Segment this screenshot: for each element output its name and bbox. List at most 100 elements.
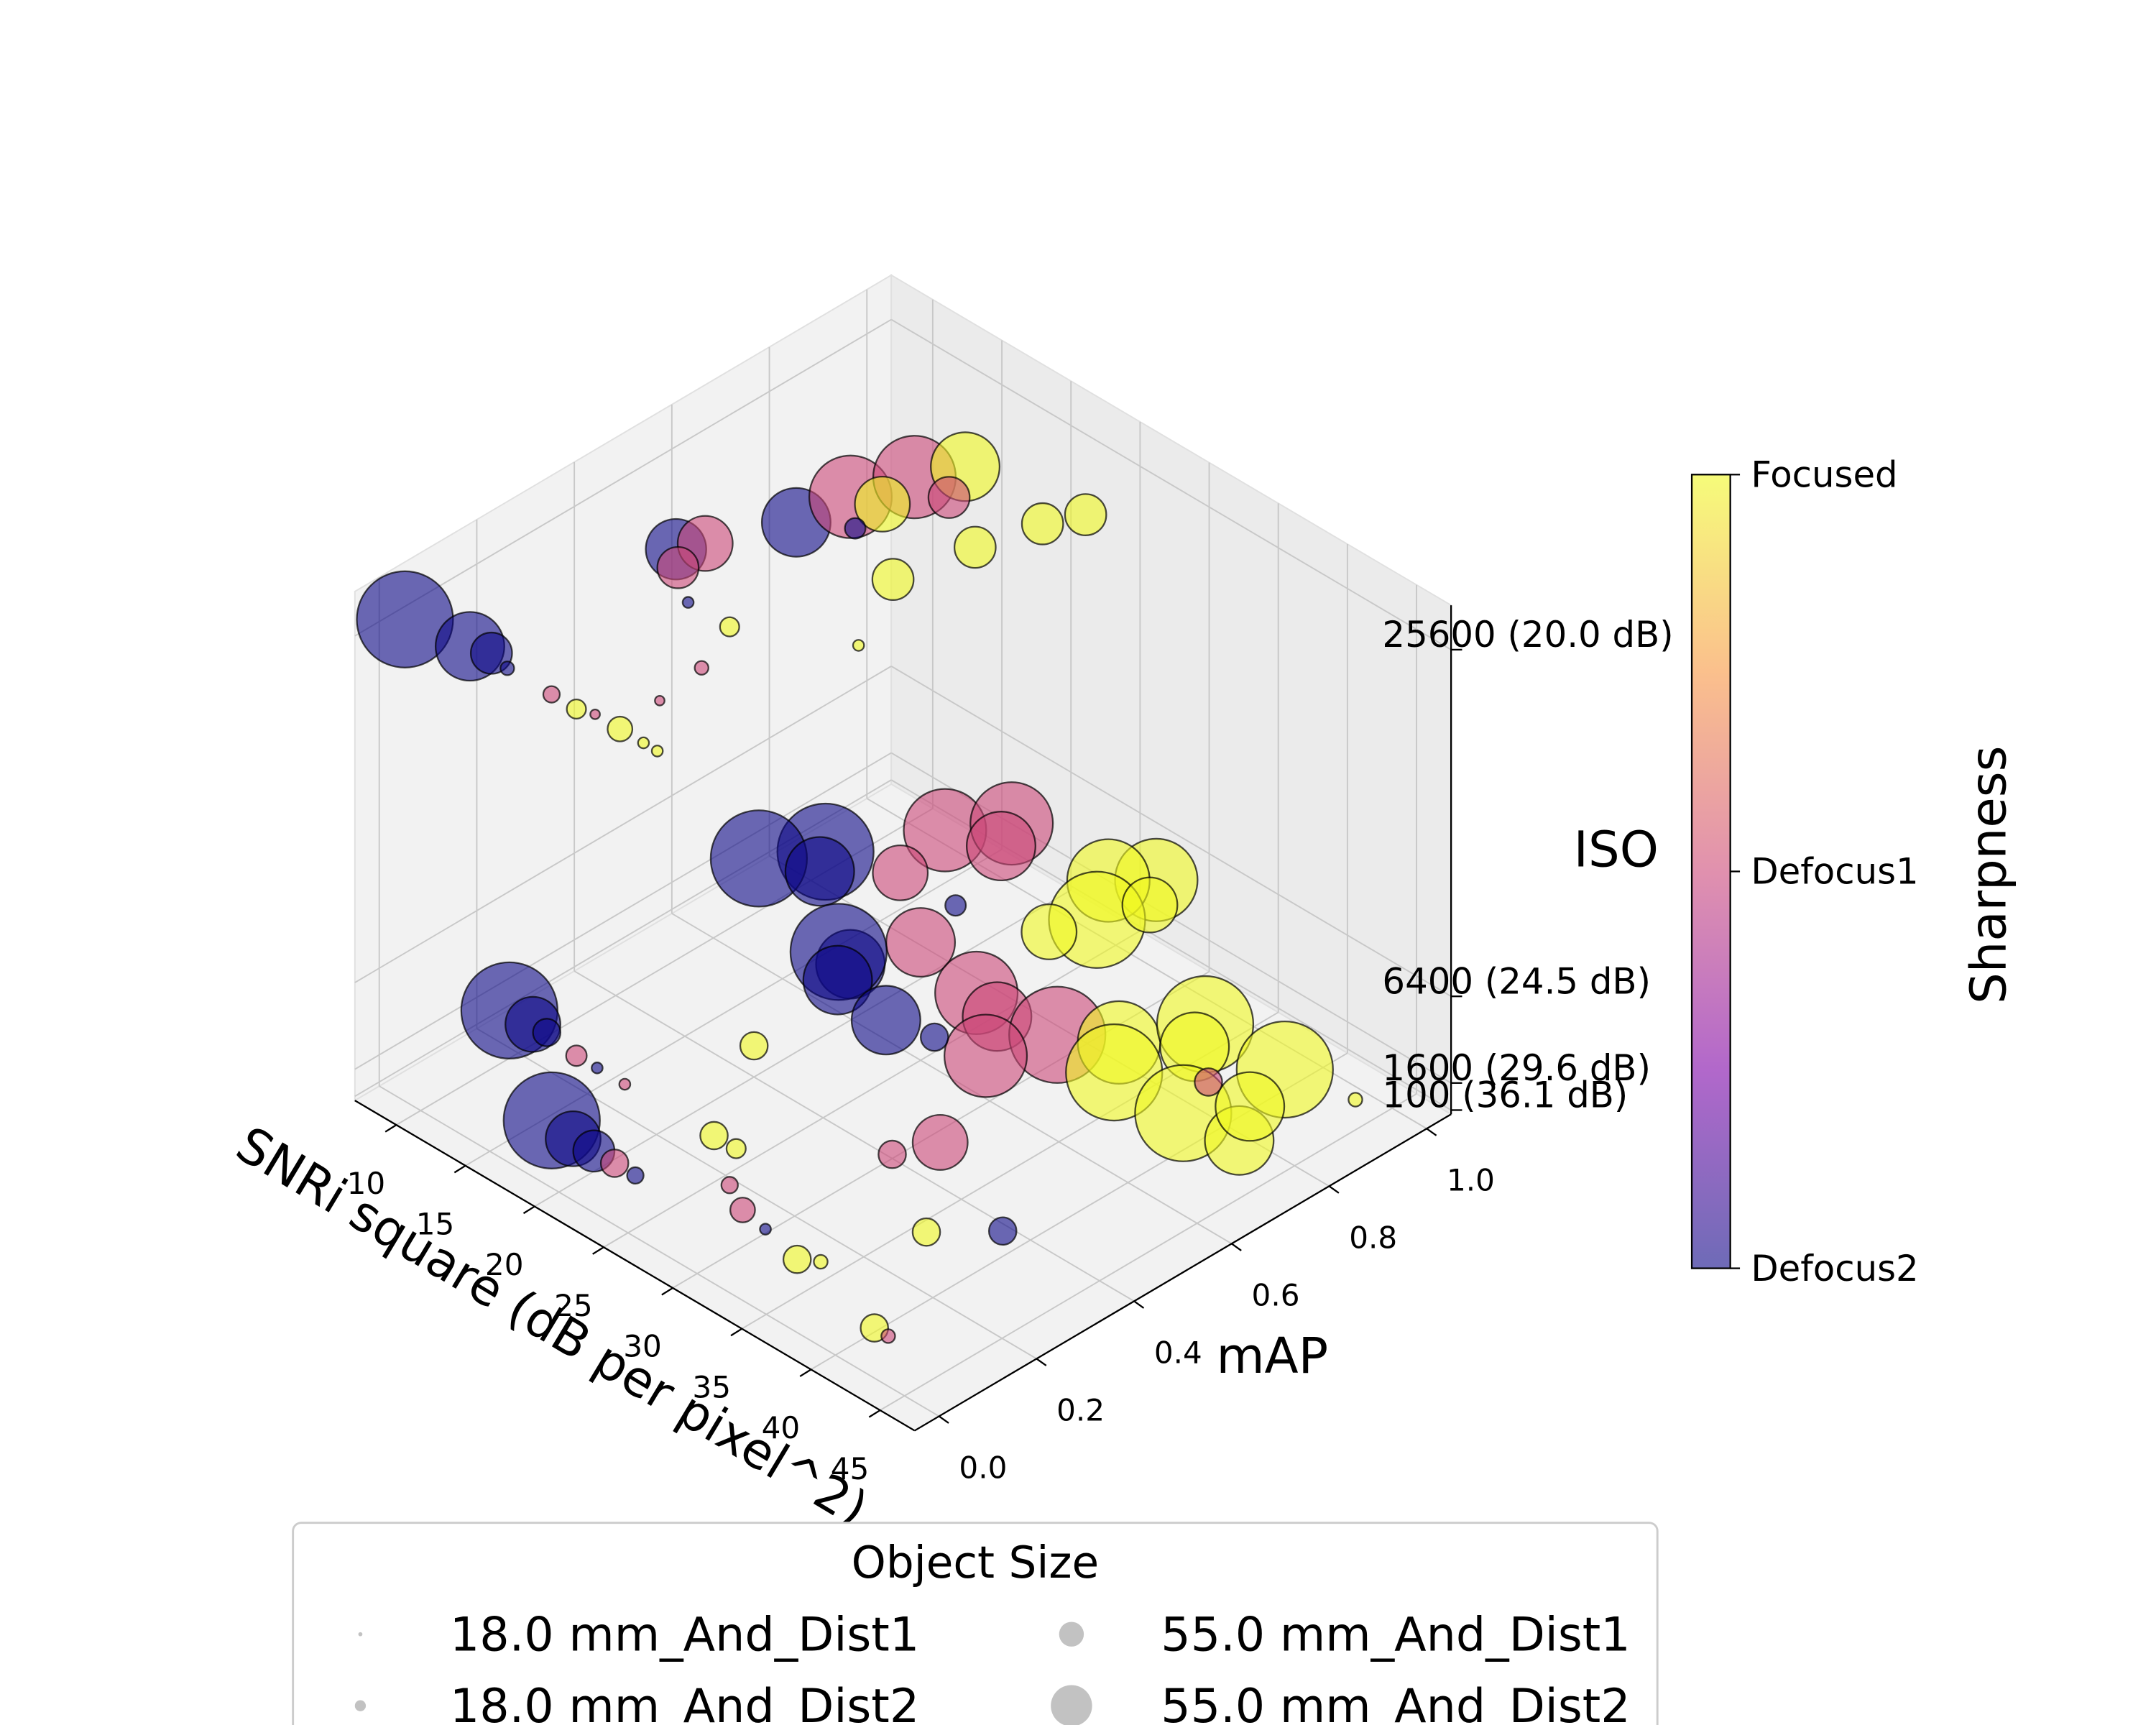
x-tick-label: 20 (485, 1247, 524, 1282)
data-point (871, 558, 915, 601)
grid-line (890, 666, 1452, 998)
y-tick-label: 1.0 (1447, 1162, 1495, 1197)
colorbar-label: Sharpness (1960, 746, 2017, 1004)
z-axis-label: ISO (1574, 822, 1659, 879)
x-tick-label: 35 (692, 1369, 731, 1404)
data-point (656, 546, 700, 589)
z-tick-label: 6400 (24.5 dB) (1382, 960, 1651, 1002)
data-point (911, 1114, 969, 1171)
legend-label: 55.0 mm_And_Dist2 (1161, 1680, 1630, 1725)
data-point (607, 715, 634, 742)
data-point (565, 1044, 588, 1067)
data-point (542, 685, 561, 704)
x-tick-mark (384, 1124, 397, 1133)
data-point (802, 944, 873, 1016)
x-tick-mark (522, 1205, 535, 1215)
grid-line (354, 752, 892, 1070)
legend-label: 18.0 mm_And_Dist1 (450, 1609, 919, 1662)
y-axis-line (914, 1113, 1452, 1432)
data-point (813, 1254, 829, 1270)
y-tick-label: 0.4 (1154, 1335, 1202, 1370)
y-tick-mark (1328, 1185, 1340, 1194)
data-point (919, 1022, 949, 1052)
legend-label: 55.0 mm_And_Dist1 (1161, 1609, 1630, 1662)
data-point (1021, 502, 1064, 546)
colorbar: Defocus2 Defocus1 Focused (1690, 454, 1919, 1289)
data-point (987, 1216, 1018, 1246)
legend-label: 18.0 mm_And_Dist2 (450, 1680, 919, 1725)
data-point (1194, 1067, 1223, 1097)
grid-line (573, 970, 1135, 1302)
colorbar-gradient (1690, 474, 1731, 1269)
data-point (965, 811, 1036, 882)
grid-line (880, 1093, 1417, 1411)
x-tick-label: 30 (623, 1329, 662, 1364)
data-point (739, 1031, 769, 1061)
data-point (654, 695, 665, 707)
x-tick-mark (661, 1287, 673, 1296)
axes (354, 605, 1462, 1432)
y-tick-label: 0.6 (1252, 1277, 1300, 1312)
grid-line (354, 666, 892, 983)
legend-marker (354, 1700, 367, 1711)
data-point (637, 736, 650, 750)
data-point (1021, 903, 1078, 960)
y-axis-label: mAP (1216, 1328, 1328, 1385)
x-tick-mark (592, 1246, 604, 1255)
colorbar-tick-label: Defocus2 (1751, 1248, 1918, 1289)
legend: Object Size 18.0 mm_And_Dist1 18.0 mm_And… (292, 1522, 1659, 1725)
data-point (850, 985, 921, 1056)
data-point (927, 476, 971, 519)
legend-marker (1059, 1622, 1084, 1647)
data-point (782, 1244, 812, 1274)
data-point (1121, 876, 1179, 934)
legend-title: Object Size (852, 1537, 1100, 1588)
data-point (1215, 1071, 1286, 1142)
x-tick-mark (730, 1328, 742, 1337)
legend-marker (1051, 1685, 1092, 1725)
data-point (784, 836, 855, 907)
z-tick-label: 25600 (20.0 dB) (1382, 614, 1673, 656)
data-point (877, 1139, 907, 1169)
data-point (566, 698, 587, 720)
y-tick-mark (1231, 1243, 1242, 1251)
data-point (944, 894, 967, 917)
grid-line (890, 318, 1452, 650)
y-tick-label: 0.8 (1349, 1220, 1397, 1255)
data-point (872, 844, 929, 901)
z-tick-label: 1600 (29.6 dB) (1382, 1047, 1651, 1089)
data-point (681, 596, 695, 609)
data-point (852, 639, 865, 652)
y-tick-label: 0.2 (1056, 1393, 1105, 1428)
data-point (729, 1197, 756, 1223)
data-point (591, 1062, 604, 1075)
y-tick-mark (938, 1415, 949, 1424)
z-tick-label: 100 (36.1 dB) (1382, 1075, 1628, 1116)
y-tick-mark (1426, 1128, 1437, 1136)
colorbar-tick-label: Defocus1 (1751, 851, 1918, 893)
x-axis-line (354, 1100, 916, 1432)
data-point (699, 1121, 729, 1151)
data-point (953, 525, 997, 569)
x-tick-label: 15 (416, 1207, 455, 1242)
data-point (943, 1013, 1028, 1098)
data-point (911, 1217, 941, 1247)
data-point (720, 1176, 739, 1195)
data-point (854, 475, 911, 533)
x-tick-label: 40 (762, 1410, 801, 1445)
x-tick-label: 25 (554, 1288, 593, 1323)
data-point (589, 709, 601, 720)
data-point (1348, 1092, 1363, 1108)
data-point (694, 660, 709, 676)
data-point (532, 1018, 562, 1047)
data-point (719, 616, 740, 638)
colorbar-tick-label: Focused (1751, 454, 1897, 496)
grid-line (379, 1085, 940, 1417)
x-tick-mark (868, 1409, 881, 1418)
data-point (499, 661, 515, 676)
legend-marker (358, 1632, 363, 1637)
data-point (650, 745, 664, 758)
data-point (1064, 493, 1107, 536)
x-tick-mark (799, 1368, 812, 1377)
